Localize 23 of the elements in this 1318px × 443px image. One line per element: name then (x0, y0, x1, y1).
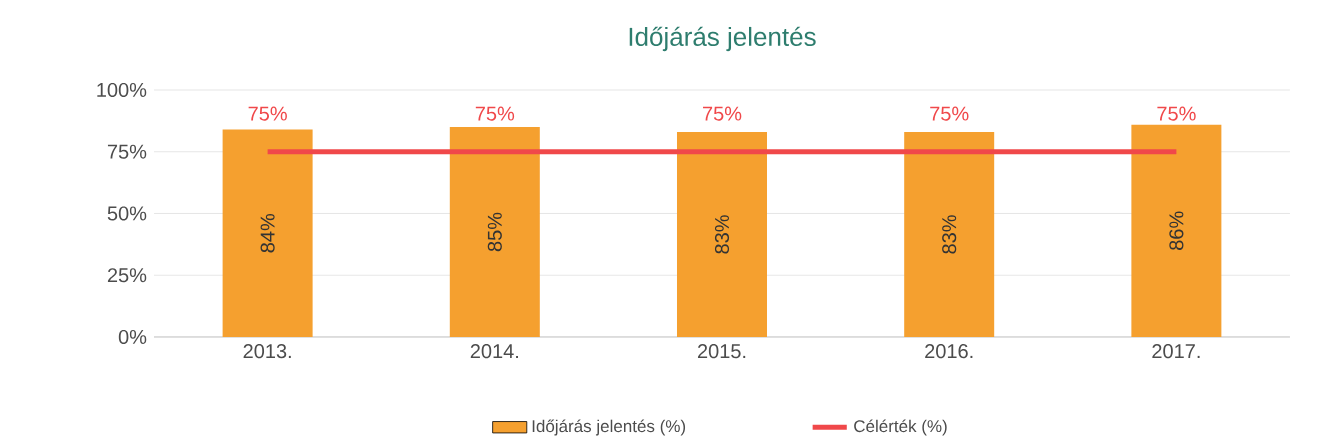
data-label: 75% (248, 106, 287, 121)
x-tick-label: 2014. (470, 344, 518, 359)
data-label: 75% (930, 106, 969, 121)
y-tick-label: 75% (107, 144, 147, 159)
y-tick-label: 0% (118, 329, 147, 345)
legend-label: Időjárás jelentés (%) (532, 419, 686, 436)
x-tick-label: 2013. (243, 344, 291, 359)
data-label: 84% (260, 213, 275, 253)
data-label: 83% (714, 215, 730, 254)
y-tick-label: 25% (107, 268, 147, 283)
x-tick-label: 2016. (925, 344, 973, 359)
legend-label: Célérték (%) (854, 419, 947, 436)
data-label: 75% (1157, 106, 1196, 121)
x-tick-label: 2015. (697, 344, 746, 359)
data-label: 86% (1169, 211, 1184, 250)
data-label: 85% (487, 212, 502, 252)
y-tick-label: 50% (107, 206, 147, 221)
data-label: 83% (942, 215, 957, 254)
data-label: 75% (703, 106, 742, 121)
chart-title: Időjárás jelentés (629, 26, 816, 52)
y-tick-label: 100% (97, 82, 147, 98)
data-label: 75% (475, 106, 515, 121)
x-tick-label: 2017. (1152, 344, 1200, 359)
